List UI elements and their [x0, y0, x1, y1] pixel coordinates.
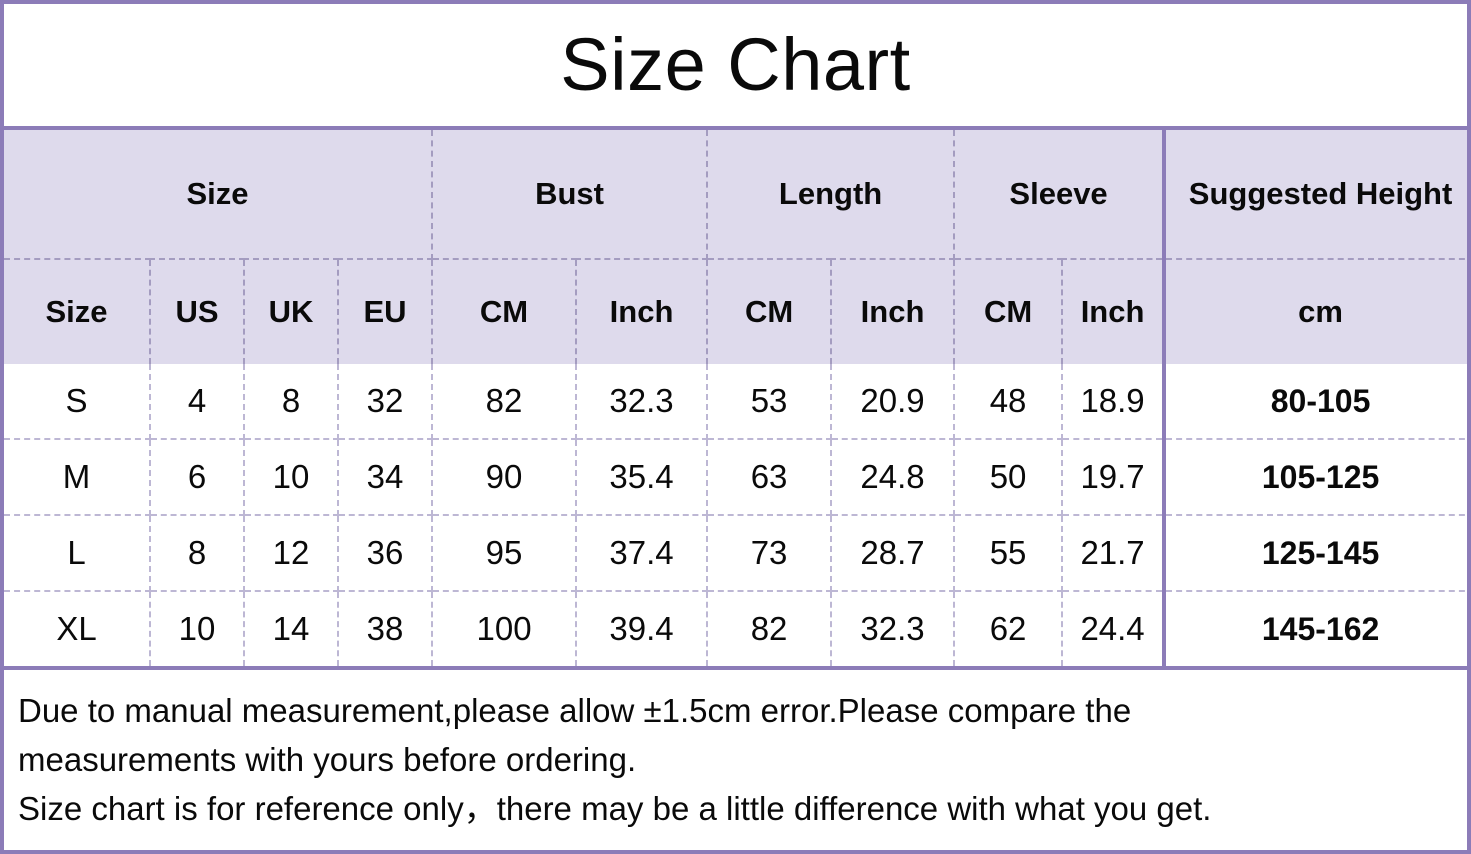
- cell-height: 105-125: [1162, 439, 1467, 516]
- cell-length-cm: 73: [707, 515, 833, 592]
- sub-header-uk: UK: [244, 259, 339, 364]
- cell-height: 145-162: [1162, 591, 1467, 666]
- cell-length-inch: 20.9: [831, 364, 956, 440]
- sub-header-us: US: [150, 259, 245, 364]
- title-band: Size Chart: [4, 4, 1467, 130]
- sub-header-eu: EU: [338, 259, 434, 364]
- cell-length-cm: 63: [707, 439, 833, 516]
- cell-us: 8: [150, 515, 245, 592]
- footer-note: Due to manual measurement,please allow ±…: [4, 670, 1467, 850]
- sub-header-length-cm: CM: [707, 259, 833, 364]
- table-row: M 6 10 34 90 35.4 63 24.8 50 19.7 105-12…: [4, 439, 1467, 516]
- cell-bust-cm: 100: [432, 591, 578, 666]
- footer-line-3: Size chart is for reference only，there m…: [18, 790, 1212, 827]
- cell-length-inch: 24.8: [831, 439, 956, 516]
- cell-size: M: [4, 439, 151, 516]
- table-row: L 8 12 36 95 37.4 73 28.7 55 21.7 125-14…: [4, 515, 1467, 592]
- cell-bust-inch: 35.4: [576, 439, 709, 516]
- cell-eu: 38: [338, 591, 434, 666]
- cell-uk: 10: [244, 439, 339, 516]
- sub-header-sleeve-cm: CM: [954, 259, 1064, 364]
- cell-length-cm: 82: [707, 591, 833, 666]
- table-row: S 4 8 32 82 32.3 53 20.9 48 18.9 80-105: [4, 364, 1467, 440]
- cell-bust-cm: 95: [432, 515, 578, 592]
- cell-height: 125-145: [1162, 515, 1467, 592]
- footer-line-2: measurements with yours before ordering.: [18, 741, 637, 778]
- group-header-suggested-height: Suggested Height: [1162, 130, 1467, 260]
- table-bottom-divider: [4, 666, 1467, 670]
- sub-header-bust-cm: CM: [432, 259, 578, 364]
- group-header-length: Length: [707, 130, 956, 260]
- cell-sleeve-inch: 24.4: [1062, 591, 1166, 666]
- cell-sleeve-cm: 55: [954, 515, 1064, 592]
- cell-sleeve-cm: 48: [954, 364, 1064, 440]
- cell-us: 4: [150, 364, 245, 440]
- table-row: XL 10 14 38 100 39.4 82 32.3 62 24.4 145…: [4, 591, 1467, 666]
- cell-uk: 12: [244, 515, 339, 592]
- sub-header-bust-inch: Inch: [576, 259, 709, 364]
- group-header-row: Size Bust Length Sleeve Suggested Height: [4, 130, 1467, 260]
- cell-us: 6: [150, 439, 245, 516]
- cell-eu: 32: [338, 364, 434, 440]
- sub-header-height-cm: cm: [1162, 259, 1467, 364]
- sub-header-row: Size US UK EU CM Inch CM Inch CM Inch cm: [4, 259, 1467, 364]
- size-table: Size Bust Length Sleeve Suggested Height…: [4, 130, 1467, 666]
- cell-length-inch: 28.7: [831, 515, 956, 592]
- cell-bust-cm: 90: [432, 439, 578, 516]
- cell-height: 80-105: [1162, 364, 1467, 440]
- cell-size: L: [4, 515, 151, 592]
- sub-header-sleeve-inch: Inch: [1062, 259, 1166, 364]
- footer-line-1: Due to manual measurement,please allow ±…: [18, 692, 1132, 729]
- cell-length-inch: 32.3: [831, 591, 956, 666]
- cell-uk: 14: [244, 591, 339, 666]
- group-header-sleeve: Sleeve: [954, 130, 1166, 260]
- cell-us: 10: [150, 591, 245, 666]
- cell-sleeve-inch: 21.7: [1062, 515, 1166, 592]
- cell-bust-cm: 82: [432, 364, 578, 440]
- cell-bust-inch: 37.4: [576, 515, 709, 592]
- sub-header-length-inch: Inch: [831, 259, 956, 364]
- cell-uk: 8: [244, 364, 339, 440]
- cell-bust-inch: 39.4: [576, 591, 709, 666]
- cell-length-cm: 53: [707, 364, 833, 440]
- cell-size: XL: [4, 591, 151, 666]
- cell-sleeve-inch: 18.9: [1062, 364, 1166, 440]
- sub-header-size: Size: [4, 259, 151, 364]
- cell-size: S: [4, 364, 151, 440]
- cell-eu: 36: [338, 515, 434, 592]
- cell-sleeve-cm: 62: [954, 591, 1064, 666]
- cell-bust-inch: 32.3: [576, 364, 709, 440]
- page-title: Size Chart: [560, 23, 911, 106]
- cell-sleeve-cm: 50: [954, 439, 1064, 516]
- cell-eu: 34: [338, 439, 434, 516]
- group-header-bust: Bust: [432, 130, 709, 260]
- cell-sleeve-inch: 19.7: [1062, 439, 1166, 516]
- group-header-size: Size: [4, 130, 434, 260]
